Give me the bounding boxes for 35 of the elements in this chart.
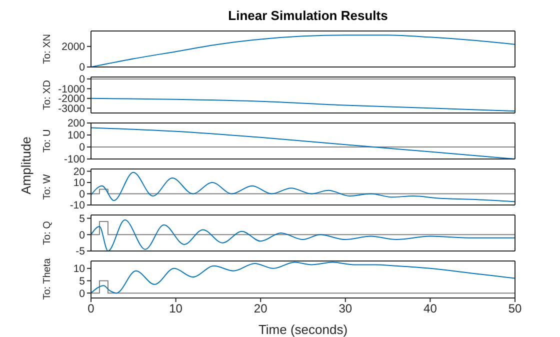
y-tick-label: -1000 [58, 83, 86, 96]
y-axis-title: To: W [41, 173, 54, 202]
y-tick-label: 100 [67, 130, 86, 142]
line-series [91, 172, 515, 202]
y-tick-label: 20 [73, 166, 86, 178]
x-tick-label: 40 [424, 302, 438, 316]
y-tick-label: 0 [79, 142, 86, 154]
y-axis-title: To: XN [41, 33, 54, 66]
y-tick-label: 10 [73, 177, 86, 190]
y-tick-label: 10 [73, 263, 86, 276]
y-tick-label: 200 [67, 118, 86, 130]
chart-title: Linear Simulation Results [227, 8, 389, 25]
y-tick-label: 0 [79, 188, 86, 200]
y-tick-label: 0 [79, 74, 86, 86]
y-axis-title: To: Q [42, 221, 53, 245]
x-axis-title: Time (seconds) [258, 322, 348, 337]
y-tick-label: -100 [64, 154, 86, 166]
y-tick-label: 5 [79, 275, 86, 288]
y-tick-label: -3000 [58, 102, 86, 115]
y-tick-label: 0 [79, 229, 86, 242]
x-tick-label: 10 [169, 302, 183, 316]
x-tick-label: 50 [508, 302, 522, 316]
y-tick-label: -10 [70, 200, 86, 212]
y-axis-title: To: Theta [41, 257, 54, 302]
y-tick-label: -5 [76, 246, 86, 258]
y-axis-title: To: U [41, 128, 54, 155]
x-tick-label: 30 [338, 302, 352, 316]
y-axis-title: To: XD [41, 79, 54, 112]
y-tick-label: -2000 [58, 93, 86, 106]
text: Amplitude [18, 136, 34, 196]
y-tick-label: 5 [79, 213, 86, 225]
y-tick-label: 2000 [62, 41, 86, 54]
y-tick-label: 0 [79, 288, 86, 300]
x-tick-label: 20 [254, 302, 268, 316]
y-tick-label: 0 [79, 62, 86, 74]
